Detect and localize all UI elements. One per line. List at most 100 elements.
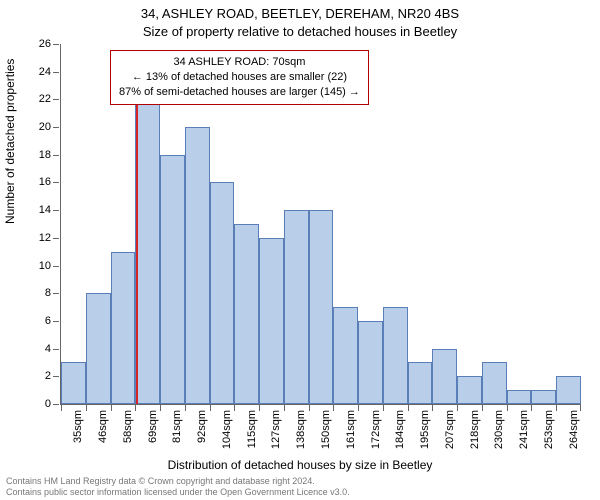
- y-tick-label: 16: [23, 176, 51, 188]
- y-tick-label: 8: [23, 287, 51, 299]
- x-tick-label: 104sqm: [221, 410, 233, 449]
- x-tick-label: 92sqm: [196, 410, 208, 443]
- chart-title-main: 34, ASHLEY ROAD, BEETLEY, DEREHAM, NR20 …: [0, 6, 600, 21]
- y-tick-label: 12: [23, 232, 51, 244]
- y-tick: [53, 182, 59, 183]
- y-axis-title: Number of detached properties: [3, 59, 17, 224]
- y-tick: [53, 44, 59, 45]
- y-tick-label: 18: [23, 149, 51, 161]
- x-tick: [111, 405, 112, 411]
- x-tick: [86, 405, 87, 411]
- y-tick-label: 24: [23, 66, 51, 78]
- histogram-bar: [507, 390, 532, 404]
- y-tick: [53, 238, 59, 239]
- x-tick-label: 46sqm: [97, 410, 109, 443]
- x-tick: [135, 405, 136, 411]
- annotation-line-1: 34 ASHLEY ROAD: 70sqm: [119, 55, 360, 70]
- histogram-bar: [531, 390, 556, 404]
- x-tick: [284, 405, 285, 411]
- x-tick-label: 207sqm: [444, 410, 456, 449]
- histogram-bar: [111, 252, 136, 404]
- histogram-bar: [309, 210, 334, 404]
- x-tick: [210, 405, 211, 411]
- y-tick: [53, 266, 59, 267]
- y-tick: [53, 349, 59, 350]
- y-tick: [53, 155, 59, 156]
- x-tick-label: 138sqm: [295, 410, 307, 449]
- x-tick-label: 264sqm: [568, 410, 580, 449]
- footer-line-2: Contains public sector information licen…: [6, 487, 350, 498]
- x-tick: [309, 405, 310, 411]
- annotation-box: 34 ASHLEY ROAD: 70sqm ← 13% of detached …: [110, 50, 369, 105]
- y-tick: [53, 293, 59, 294]
- x-tick-label: 161sqm: [345, 410, 357, 449]
- x-tick: [160, 405, 161, 411]
- y-tick-label: 22: [23, 93, 51, 105]
- y-tick-label: 0: [23, 398, 51, 410]
- y-tick-label: 10: [23, 260, 51, 272]
- x-tick-label: 35sqm: [72, 410, 84, 443]
- x-tick: [457, 405, 458, 411]
- y-tick: [53, 321, 59, 322]
- histogram-bar: [457, 376, 482, 404]
- y-tick-label: 4: [23, 343, 51, 355]
- y-tick-label: 6: [23, 315, 51, 327]
- chart-title-sub: Size of property relative to detached ho…: [0, 24, 600, 39]
- x-tick: [580, 405, 581, 411]
- y-tick-label: 20: [23, 121, 51, 133]
- x-tick-label: 172sqm: [370, 410, 382, 449]
- histogram-bar: [135, 99, 160, 404]
- x-tick-label: 253sqm: [543, 410, 555, 449]
- histogram-bar: [284, 210, 309, 404]
- annotation-line-3: 87% of semi-detached houses are larger (…: [119, 85, 360, 100]
- x-tick: [531, 405, 532, 411]
- y-tick: [53, 127, 59, 128]
- x-tick: [234, 405, 235, 411]
- x-tick-label: 150sqm: [320, 410, 332, 449]
- subject-property-marker: [136, 99, 138, 404]
- y-tick: [53, 404, 59, 405]
- x-tick: [482, 405, 483, 411]
- footer-line-1: Contains HM Land Registry data © Crown c…: [6, 476, 350, 487]
- histogram-bar: [482, 362, 507, 404]
- x-tick: [61, 405, 62, 411]
- histogram-bar: [358, 321, 383, 404]
- x-tick-label: 69sqm: [147, 410, 159, 443]
- histogram-bar: [160, 155, 185, 404]
- x-tick-label: 127sqm: [270, 410, 282, 449]
- histogram-bar: [234, 224, 259, 404]
- x-axis-title: Distribution of detached houses by size …: [0, 458, 600, 472]
- x-tick-label: 195sqm: [419, 410, 431, 449]
- y-tick-label: 2: [23, 370, 51, 382]
- x-tick: [185, 405, 186, 411]
- x-tick-label: 115sqm: [246, 410, 258, 448]
- y-tick: [53, 99, 59, 100]
- histogram-bar: [408, 362, 433, 404]
- property-size-chart: 34, ASHLEY ROAD, BEETLEY, DEREHAM, NR20 …: [0, 0, 600, 500]
- x-tick: [432, 405, 433, 411]
- y-tick: [53, 210, 59, 211]
- x-tick: [259, 405, 260, 411]
- y-tick-label: 26: [23, 38, 51, 50]
- x-tick: [556, 405, 557, 411]
- y-tick-label: 14: [23, 204, 51, 216]
- x-tick: [408, 405, 409, 411]
- x-tick-label: 218sqm: [469, 410, 481, 449]
- histogram-bar: [432, 349, 457, 404]
- x-tick: [383, 405, 384, 411]
- histogram-bar: [185, 127, 210, 404]
- x-tick-label: 241sqm: [518, 410, 530, 449]
- x-tick-label: 81sqm: [171, 410, 183, 443]
- histogram-bar: [259, 238, 284, 404]
- histogram-bar: [383, 307, 408, 404]
- x-tick: [507, 405, 508, 411]
- x-tick: [333, 405, 334, 411]
- x-tick-label: 184sqm: [394, 410, 406, 449]
- histogram-bar: [333, 307, 358, 404]
- annotation-line-2: ← 13% of detached houses are smaller (22…: [119, 70, 360, 85]
- y-tick: [53, 72, 59, 73]
- histogram-bar: [86, 293, 111, 404]
- y-tick: [53, 376, 59, 377]
- x-tick: [358, 405, 359, 411]
- histogram-bar: [61, 362, 86, 404]
